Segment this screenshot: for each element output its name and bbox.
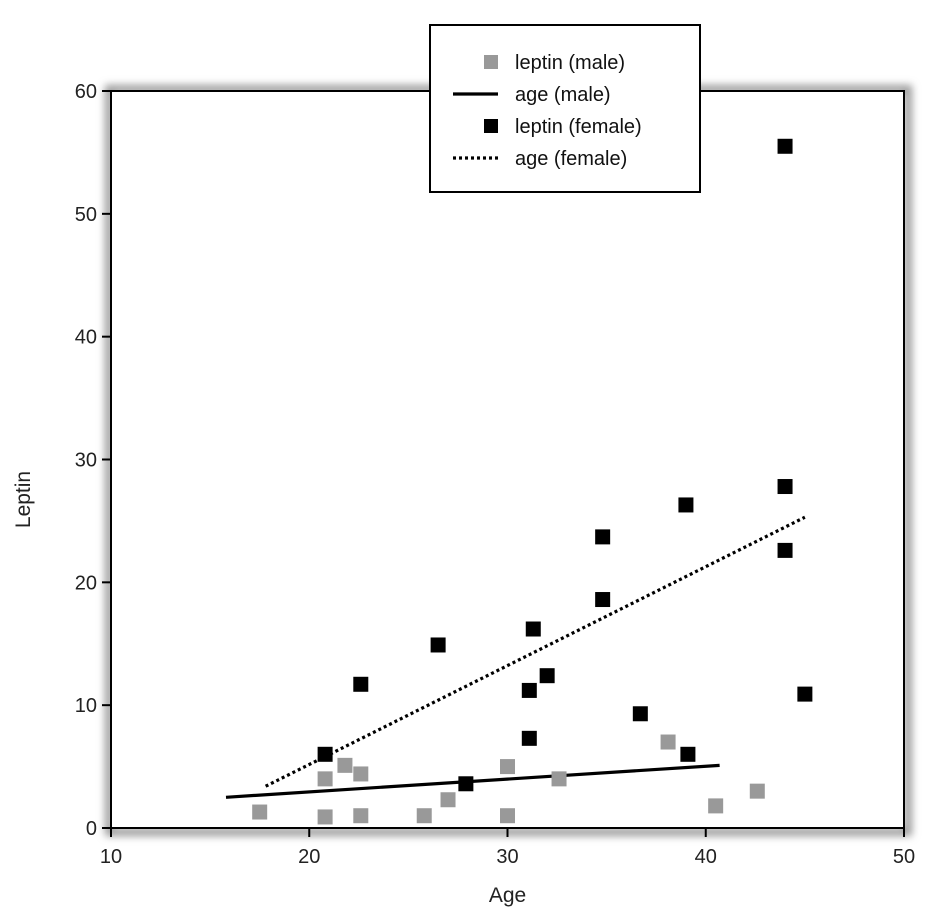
x-axis-title: Age [489,884,526,907]
point-leptin-male [353,766,369,782]
x-tick-label: 40 [695,846,717,868]
y-tick-label: 50 [75,204,97,226]
point-leptin-male [252,804,268,820]
point-leptin-male [317,809,333,825]
point-leptin-female [458,776,474,792]
point-leptin-male [708,798,724,814]
point-leptin-female [521,730,537,746]
point-leptin-female [595,529,611,545]
point-leptin-female [521,682,537,698]
point-leptin-female [777,542,793,558]
y-axis-title: Leptin [12,471,35,528]
chart-marks [225,138,813,825]
point-leptin-female [680,746,696,762]
x-tick-label: 20 [298,846,320,868]
point-leptin-male [416,808,432,824]
x-tick-label: 50 [893,846,915,868]
y-tick-label: 20 [75,572,97,594]
y-tick-label: 10 [75,695,97,717]
point-leptin-female [797,686,813,702]
point-leptin-female [539,668,555,684]
point-leptin-female [777,138,793,154]
point-leptin-female [632,706,648,722]
point-leptin-male [551,771,567,787]
chart-legend: leptin (male) age (male) leptin (female) ag… [429,24,701,193]
point-leptin-male [337,757,353,773]
point-leptin-female [595,592,611,608]
legend-box [429,24,701,193]
point-leptin-male [500,808,515,824]
point-leptin-female [430,637,446,653]
point-leptin-male [353,808,369,824]
y-tick-label: 60 [75,81,97,103]
point-leptin-female [525,621,541,637]
point-leptin-male [317,771,333,787]
y-tick-label: 0 [86,818,97,840]
x-tick-label: 10 [100,846,122,868]
point-leptin-male [500,759,515,775]
point-leptin-male [660,734,676,750]
legend-marker [484,55,498,69]
y-tick-label: 30 [75,450,97,472]
point-leptin-male [440,792,456,808]
plot-frame-group [105,85,912,836]
trend-line-age-female [264,515,806,788]
legend-label: leptin (male) [515,52,625,74]
point-leptin-female [317,746,333,762]
legend-label: leptin (female) [515,116,642,138]
y-tick-label: 40 [75,327,97,349]
plot-frame [110,90,905,829]
x-tick-label: 30 [496,846,518,868]
point-leptin-male [749,783,765,799]
point-leptin-female [777,479,793,495]
legend-label: age (male) [515,84,611,106]
point-leptin-female [678,497,694,513]
legend-label: age (female) [515,148,627,170]
point-leptin-female [353,676,369,692]
legend-marker [484,119,498,133]
